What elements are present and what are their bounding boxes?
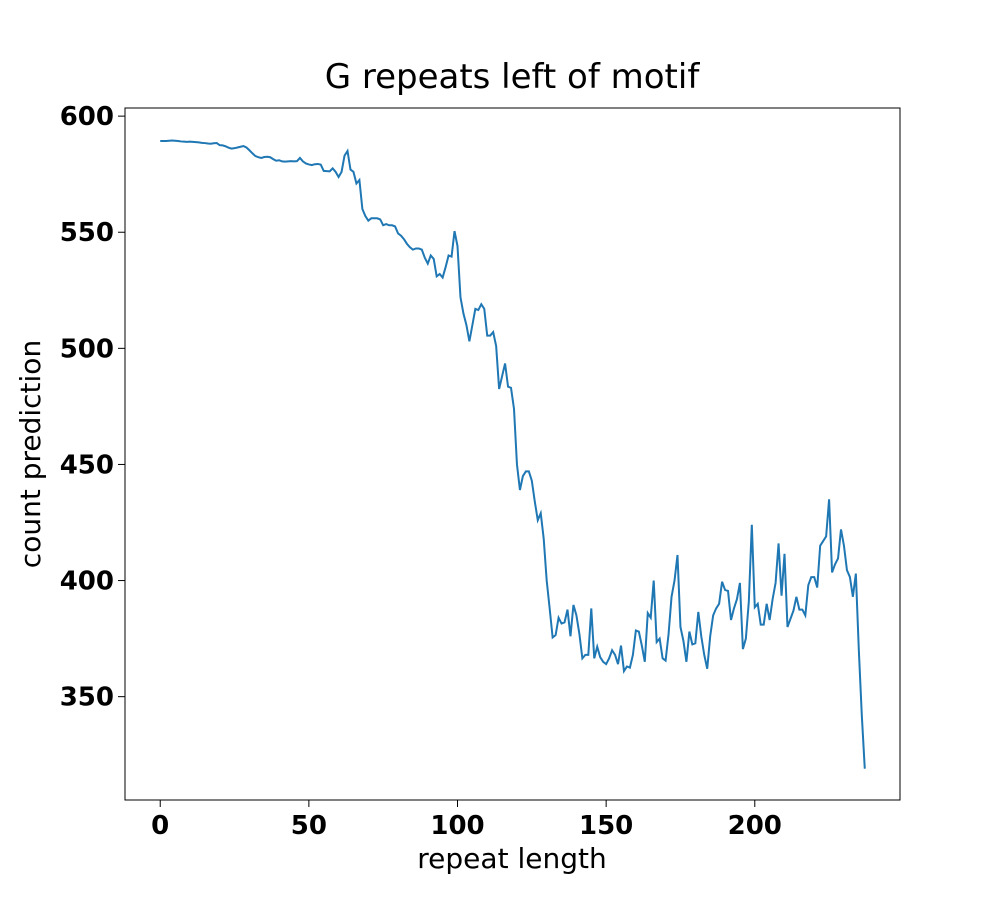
chart-title: G repeats left of motif bbox=[325, 57, 701, 97]
x-tick-label: 100 bbox=[430, 811, 484, 841]
y-tick-label: 600 bbox=[60, 102, 114, 132]
y-tick-label: 550 bbox=[60, 218, 114, 248]
plot-frame bbox=[124, 107, 901, 801]
x-tick-label: 200 bbox=[728, 811, 782, 841]
x-tick-label: 50 bbox=[291, 811, 327, 841]
x-tick-label: 0 bbox=[151, 811, 169, 841]
x-axis-label: repeat length bbox=[417, 842, 606, 875]
y-tick-label: 350 bbox=[60, 683, 114, 713]
y-tick-label: 450 bbox=[60, 450, 114, 480]
y-tick-label: 400 bbox=[60, 567, 114, 597]
x-tick-label: 150 bbox=[579, 811, 633, 841]
line-series bbox=[160, 139, 866, 769]
y-axis-label: count prediction bbox=[14, 340, 47, 568]
y-tick-label: 500 bbox=[60, 334, 114, 364]
